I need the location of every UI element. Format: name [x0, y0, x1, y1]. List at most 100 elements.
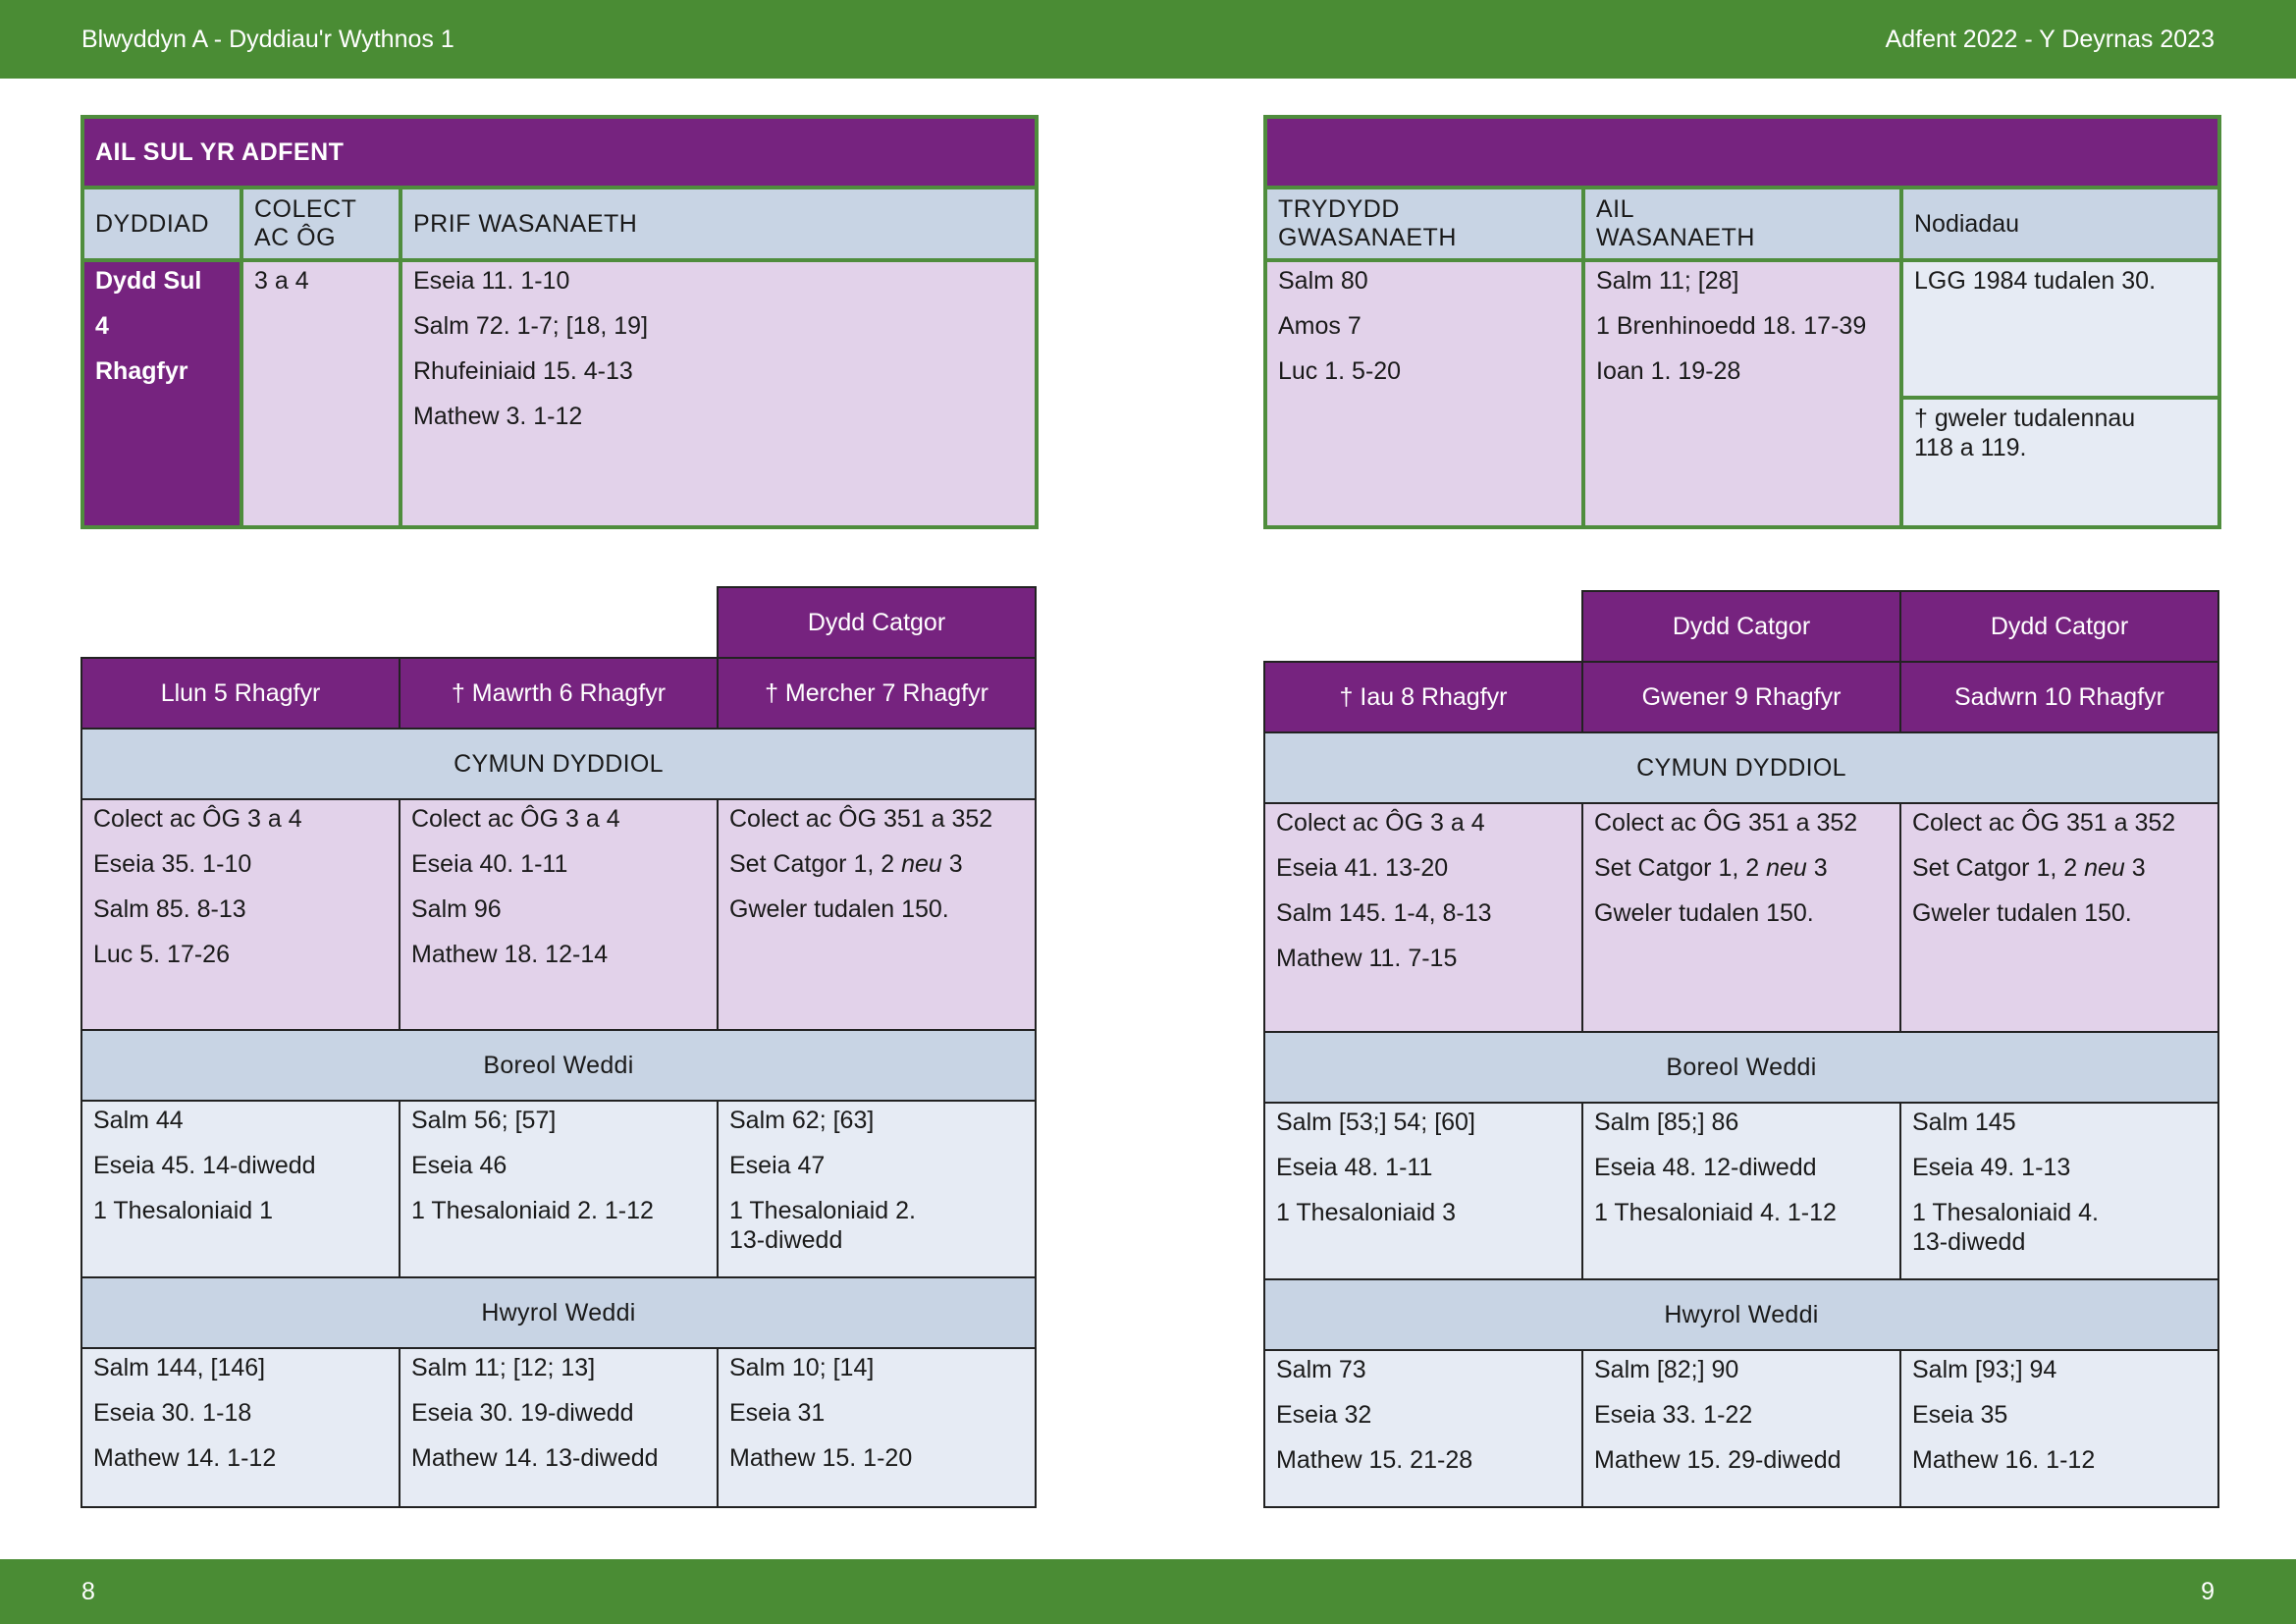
reading: Salm 73 — [1276, 1356, 1366, 1383]
second-header-line: WASANAETH — [1596, 224, 1755, 251]
reading: Salm 62; [63] — [729, 1107, 875, 1134]
day-header-tue: † Mawrth 6 Rhagfyr — [399, 657, 719, 730]
reading: Salm 96 — [411, 895, 502, 923]
evening-readings-fri: Salm [82;] 90 Eseia 33. 1-22 Mathew 15. … — [1581, 1349, 1901, 1508]
third-header-line: TRYDYDD — [1278, 195, 1400, 223]
reading: Eseia 30. 19-diwedd — [411, 1399, 634, 1427]
reading: Set Catgor 1, 2 — [1912, 854, 2085, 882]
reading: Eseia 11. 1-10 — [413, 267, 570, 295]
reading: Salm 145 — [1912, 1109, 2016, 1136]
reading: Gweler tudalen 150. — [1594, 899, 1814, 927]
second-service-readings: Salm 11; [28] 1 Brenhinoedd 18. 17-39 Io… — [1581, 258, 1903, 529]
reading: 1 Thesaloniaid 1 — [93, 1197, 274, 1224]
second-header-line: AIL — [1596, 195, 1635, 223]
reading: Salm 10; [14] — [729, 1354, 875, 1381]
third-service-readings: Salm 80 Amos 7 Luc 1. 5-20 — [1263, 258, 1585, 529]
reading-italic: neu — [901, 850, 942, 878]
reading: Salm [82;] 90 — [1594, 1356, 1739, 1383]
date-line: Rhagfyr — [95, 357, 188, 385]
main-service-column-header: PRIF WASANAETH — [398, 186, 1040, 262]
reading: 3 — [2124, 854, 2146, 882]
header-right-title: Adfent 2022 - Y Deyrnas 2023 — [1885, 26, 2215, 53]
note-line: 118 a 119. — [1914, 434, 2027, 461]
reading: Ioan 1. 19-28 — [1596, 357, 1741, 385]
empty-corner — [1264, 591, 1582, 662]
second-service-column-header: AIL WASANAETH — [1581, 186, 1903, 262]
reading: Salm [85;] 86 — [1594, 1109, 1739, 1136]
communion-readings-wed: Colect ac ÔG 351 a 352 Set Catgor 1, 2 n… — [717, 798, 1037, 1031]
reading: Set Catgor 1, 2 — [1594, 854, 1767, 882]
third-header-line: GWASANAETH — [1278, 224, 1457, 251]
reading: Eseia 31 — [729, 1399, 826, 1427]
reading: Eseia 47 — [729, 1152, 826, 1179]
reading: 13-diwedd — [1912, 1228, 2026, 1256]
header-left-title: Blwyddyn A - Dyddiau'r Wythnos 1 — [81, 26, 454, 53]
section-daily-communion: CYMUN DYDDIOL — [1263, 731, 2219, 804]
evening-readings-sat: Salm [93;] 94 Eseia 35 Mathew 16. 1-12 — [1899, 1349, 2219, 1508]
section-evening-prayer: Hwyrol Weddi — [80, 1276, 1037, 1349]
sunday-main-readings: Eseia 11. 1-10 Salm 72. 1-7; [18, 19] Rh… — [398, 258, 1040, 529]
reading: Mathew 14. 13-diwedd — [411, 1444, 659, 1472]
reading: Colect ac ÔG 3 a 4 — [1276, 809, 1485, 837]
page-number-left: 8 — [81, 1578, 95, 1605]
evening-readings-wed: Salm 10; [14] Eseia 31 Mathew 15. 1-20 — [717, 1347, 1037, 1508]
communion-readings-tue: Colect ac ÔG 3 a 4 Eseia 40. 1-11 Salm 9… — [399, 798, 719, 1031]
communion-readings-sat: Colect ac ÔG 351 a 352 Set Catgor 1, 2 n… — [1899, 802, 2219, 1033]
reading: 1 Thesaloniaid 4. 1-12 — [1594, 1199, 1837, 1226]
communion-readings-thu: Colect ac ÔG 3 a 4 Eseia 41. 13-20 Salm … — [1263, 802, 1583, 1033]
reading: Set Catgor 1, 2 — [729, 850, 902, 878]
reading: Colect ac ÔG 3 a 4 — [411, 805, 620, 833]
catgor-day-label: Dydd Catgor — [1899, 590, 2219, 663]
header-bar: Blwyddyn A - Dyddiau'r Wythnos 1 Adfent … — [0, 0, 2296, 79]
reading: 1 Thesaloniaid 3 — [1276, 1199, 1457, 1226]
day-header-fri: Gwener 9 Rhagfyr — [1581, 661, 1901, 733]
section-evening-prayer: Hwyrol Weddi — [1263, 1278, 2219, 1351]
reading: Eseia 48. 1-11 — [1276, 1154, 1433, 1181]
catgor-set-line: Set Catgor 1, 2 neu 3 — [729, 849, 1024, 879]
catgor-set-line: Set Catgor 1, 2 neu 3 — [1912, 853, 2207, 883]
collect-header-line: COLECT — [254, 195, 357, 223]
reading: Mathew 3. 1-12 — [413, 403, 583, 430]
reading-italic: neu — [1766, 854, 1807, 882]
reading: Amos 7 — [1278, 312, 1362, 340]
reading: Rhufeiniaid 15. 4-13 — [413, 357, 633, 385]
communion-readings-fri: Colect ac ÔG 351 a 352 Set Catgor 1, 2 n… — [1581, 802, 1901, 1033]
reading: Mathew 15. 29-diwedd — [1594, 1446, 1842, 1474]
reading: Salm 11; [28] — [1596, 267, 1739, 295]
reading: Eseia 35. 1-10 — [93, 850, 252, 878]
morning-readings-wed: Salm 62; [63] Eseia 47 1 Thesaloniaid 2.… — [717, 1100, 1037, 1278]
reading: Eseia 32 — [1276, 1401, 1372, 1429]
morning-readings-tue: Salm 56; [57] Eseia 46 1 Thesaloniaid 2.… — [399, 1100, 719, 1278]
reading: Eseia 48. 12-diwedd — [1594, 1154, 1817, 1181]
reading: Salm 80 — [1278, 267, 1368, 295]
date-line: 4 — [95, 312, 109, 340]
footer-bar: 8 9 — [0, 1559, 2296, 1624]
evening-readings-mon: Salm 144, [146] Eseia 30. 1-18 Mathew 14… — [80, 1347, 400, 1508]
notes-cell-hymnbook: LGG 1984 tudalen 30. — [1898, 258, 2222, 400]
reading: 1 Thesaloniaid 2. 1-12 — [411, 1197, 654, 1224]
reading: Eseia 33. 1-22 — [1594, 1401, 1753, 1429]
sunday-collect-cell: 3 a 4 — [240, 258, 402, 529]
third-service-column-header: TRYDYDD GWASANAETH — [1263, 186, 1585, 262]
reading: Colect ac ÔG 351 a 352 — [1594, 809, 1858, 837]
collect-column-header: COLECT AC ÔG — [240, 186, 402, 262]
reading: 1 Thesaloniaid 4. — [1912, 1199, 2099, 1226]
sunday-date-cell: Dydd Sul 4 Rhagfyr — [80, 258, 243, 529]
reading: Mathew 15. 21-28 — [1276, 1446, 1473, 1474]
date-column-header: DYDDIAD — [80, 186, 243, 262]
page-number-right: 9 — [2201, 1578, 2215, 1605]
note-line: † gweler tudalennau — [1914, 405, 2136, 432]
reading: Eseia 35 — [1912, 1401, 2008, 1429]
notes-column-header: Nodiadau — [1898, 186, 2222, 262]
section-morning-prayer: Boreol Weddi — [1263, 1031, 2219, 1104]
reading: Eseia 41. 13-20 — [1276, 854, 1449, 882]
reading: Colect ac ÔG 351 a 352 — [1912, 809, 2176, 837]
day-header-wed: † Mercher 7 Rhagfyr — [717, 657, 1037, 730]
sunday-title-band — [1262, 115, 2222, 189]
reading: 3 — [1806, 854, 1828, 882]
collect-value: 3 a 4 — [254, 267, 309, 295]
reading: Gweler tudalen 150. — [1912, 899, 2132, 927]
communion-readings-mon: Colect ac ÔG 3 a 4 Eseia 35. 1-10 Salm 8… — [80, 798, 400, 1031]
catgor-day-label: Dydd Catgor — [1581, 590, 1901, 663]
day-header-mon: Llun 5 Rhagfyr — [80, 657, 400, 730]
